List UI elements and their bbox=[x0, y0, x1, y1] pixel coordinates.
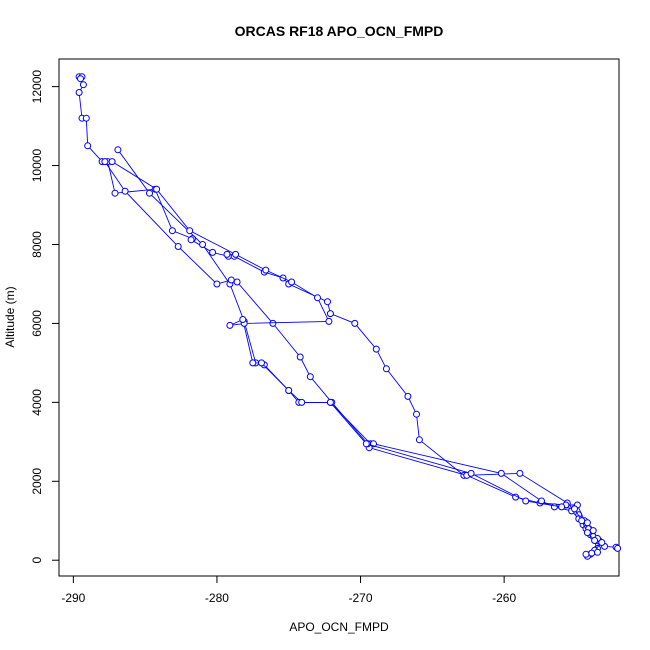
data-point bbox=[415, 436, 423, 444]
x-axis: -290 -280 -270 -260 bbox=[61, 575, 516, 605]
data-point bbox=[174, 243, 182, 250]
data-point bbox=[382, 365, 390, 373]
data-point bbox=[325, 317, 333, 325]
data-point bbox=[199, 241, 207, 248]
data-point bbox=[153, 185, 161, 193]
data-point bbox=[298, 398, 306, 406]
data-point bbox=[306, 373, 314, 381]
data-point bbox=[101, 158, 109, 166]
data-point bbox=[285, 387, 293, 394]
data-point bbox=[588, 549, 596, 557]
data-point bbox=[362, 440, 370, 448]
data-point bbox=[404, 392, 412, 400]
data-point bbox=[111, 189, 119, 197]
data-point bbox=[372, 345, 380, 353]
data-point bbox=[232, 250, 240, 258]
data-point bbox=[516, 469, 524, 477]
data-point bbox=[578, 517, 586, 525]
data-point bbox=[550, 503, 558, 511]
data-point bbox=[146, 189, 153, 197]
data-point bbox=[326, 398, 334, 406]
data-point bbox=[213, 280, 221, 288]
data-point bbox=[583, 529, 591, 537]
data-point bbox=[582, 550, 590, 558]
data-point bbox=[227, 276, 235, 284]
y-axis: 0 2000 4000 6000 8000 10000 12000 bbox=[30, 70, 60, 564]
data-point bbox=[187, 236, 195, 244]
y-tick-label: 0 bbox=[30, 557, 44, 564]
data-point bbox=[82, 114, 90, 122]
data-point bbox=[233, 278, 241, 286]
data-point bbox=[522, 497, 530, 505]
data-point bbox=[594, 548, 601, 556]
data-point bbox=[77, 75, 84, 83]
data-point bbox=[84, 142, 92, 150]
data-point bbox=[269, 319, 277, 327]
data-point bbox=[168, 227, 176, 235]
data-point bbox=[79, 81, 87, 89]
data-point bbox=[114, 146, 122, 154]
data-point bbox=[296, 353, 304, 361]
data-point bbox=[324, 298, 331, 306]
x-tick-label: -260 bbox=[492, 591, 516, 605]
series-2 bbox=[114, 146, 603, 560]
data-point bbox=[467, 469, 475, 477]
y-tick-label: 10000 bbox=[30, 149, 44, 183]
x-tick-label: -270 bbox=[349, 591, 373, 605]
data-point bbox=[288, 278, 296, 286]
x-tick-label: -280 bbox=[205, 591, 229, 605]
data-point bbox=[598, 539, 606, 546]
data-point bbox=[262, 266, 270, 274]
data-point bbox=[121, 187, 129, 195]
series-4 bbox=[108, 158, 601, 556]
series-3 bbox=[101, 158, 606, 558]
data-point bbox=[108, 158, 116, 166]
data-point bbox=[326, 310, 334, 318]
data-point bbox=[249, 359, 257, 367]
y-tick-label: 4000 bbox=[30, 389, 44, 416]
series-line bbox=[117, 149, 600, 557]
data-point bbox=[223, 250, 231, 258]
series-1 bbox=[75, 73, 622, 552]
x-tick-label: -290 bbox=[61, 591, 85, 605]
data-point bbox=[413, 410, 420, 418]
data-point bbox=[589, 527, 597, 535]
y-axis-label: Altitude (m) bbox=[3, 286, 17, 347]
series-line bbox=[111, 161, 598, 553]
data-point bbox=[258, 359, 265, 367]
y-tick-label: 2000 bbox=[30, 468, 44, 495]
data-point bbox=[571, 505, 578, 513]
data-point bbox=[591, 537, 599, 544]
data-point bbox=[497, 469, 505, 477]
y-tick-label: 12000 bbox=[30, 70, 44, 104]
chart-title: ORCAS RF18 APO_OCN_FMPD bbox=[235, 23, 444, 39]
series-layer bbox=[75, 73, 622, 560]
data-point bbox=[614, 544, 622, 552]
data-point bbox=[186, 227, 194, 235]
data-point bbox=[558, 503, 566, 511]
data-point bbox=[314, 294, 321, 302]
data-point bbox=[239, 316, 247, 323]
series-line bbox=[78, 76, 618, 549]
data-point bbox=[75, 89, 83, 96]
y-tick-label: 8000 bbox=[30, 231, 44, 258]
y-tick-label: 6000 bbox=[30, 310, 44, 337]
data-point bbox=[209, 248, 217, 256]
data-point bbox=[351, 319, 359, 327]
data-point bbox=[226, 321, 234, 329]
data-point bbox=[583, 519, 591, 527]
series-line bbox=[104, 161, 603, 555]
x-axis-label: APO_OCN_FMPD bbox=[289, 620, 389, 634]
